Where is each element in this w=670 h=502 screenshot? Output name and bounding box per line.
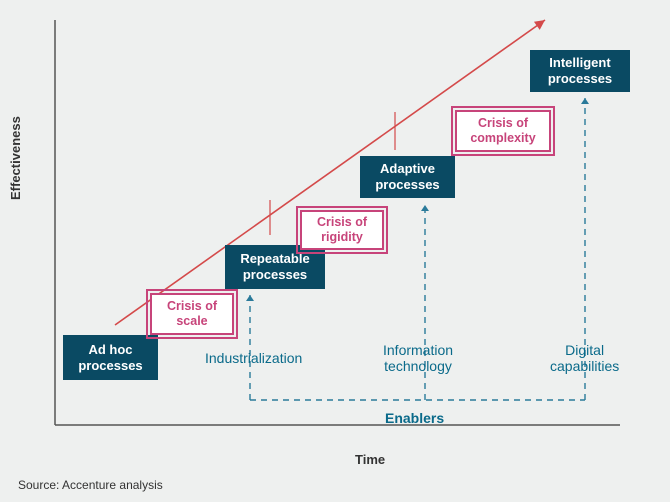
- enabler-label-infotech: Informationtechnology: [383, 342, 453, 374]
- process-box-repeatable: Repeatableprocesses: [225, 245, 325, 289]
- enabler-label-industrialization: Industrialization: [205, 350, 302, 366]
- enablers-title: Enablers: [385, 410, 444, 426]
- y-axis-label: Effectiveness: [8, 116, 23, 200]
- chart-area: Ad hocprocesses Repeatableprocesses Adapti…: [55, 20, 635, 440]
- x-axis-label: Time: [355, 452, 385, 467]
- process-box-intelligent: Intelligentprocesses: [530, 50, 630, 92]
- crisis-box-rigidity: Crisis ofrigidity: [300, 210, 384, 250]
- crisis-box-scale: Crisis ofscale: [150, 293, 234, 335]
- crisis-box-complexity: Crisis ofcomplexity: [455, 110, 551, 152]
- source-text: Source: Accenture analysis: [18, 478, 163, 492]
- process-box-adhoc: Ad hocprocesses: [63, 335, 158, 380]
- process-box-adaptive: Adaptiveprocesses: [360, 156, 455, 198]
- enabler-label-digital: Digitalcapabilities: [550, 342, 619, 374]
